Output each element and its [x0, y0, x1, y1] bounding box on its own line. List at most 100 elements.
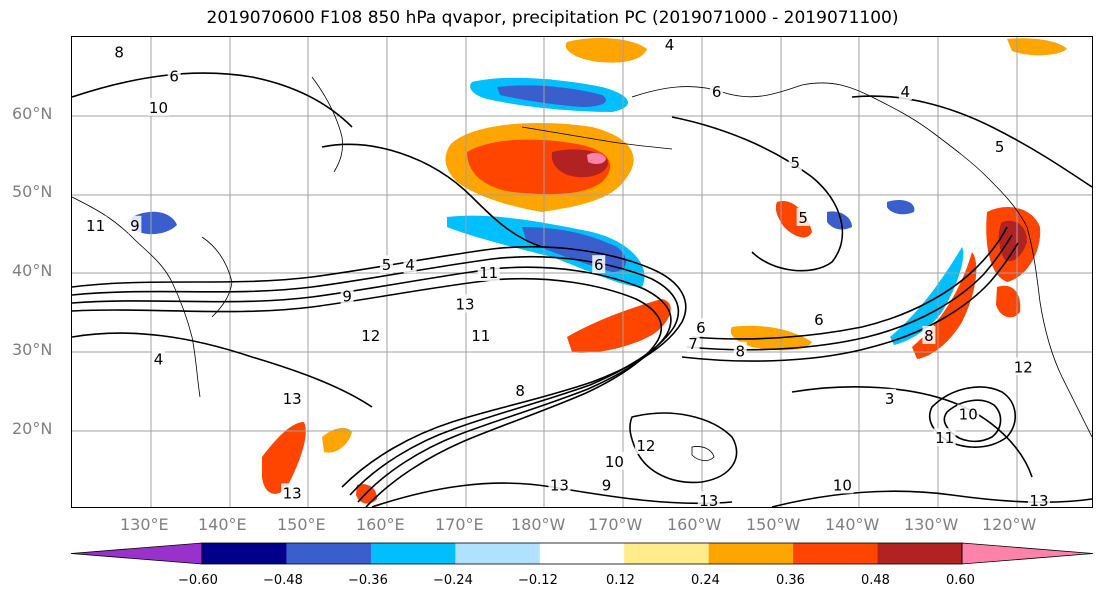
lon-label-170w: 170°W [588, 515, 643, 534]
contour-label-bg [600, 475, 614, 494]
contour-label: 4 [665, 37, 675, 54]
contour-label-bg [993, 137, 1007, 156]
contour-label-bg [788, 152, 802, 171]
contour-label: 13 [283, 484, 302, 502]
contour-label-bg [1012, 357, 1035, 376]
contour-label-bg [281, 483, 304, 502]
coastline-north-america [986, 176, 1092, 438]
contour-east-jet-3 [681, 242, 1019, 362]
contour-west-band [72, 332, 373, 408]
contour-label: 6 [814, 311, 824, 329]
contour-label-bg [957, 404, 980, 423]
anomaly-positive-mid-east [775, 201, 812, 238]
anomaly-negative-east-band [890, 247, 964, 345]
contour-label-bg [359, 325, 382, 344]
colorbar-segment [539, 543, 625, 564]
contour-label: 13 [456, 295, 475, 313]
contour-label: 4 [901, 83, 911, 101]
colorbar-label-neg060: −0.60 [178, 573, 218, 588]
coastline-aleutians [521, 126, 673, 150]
contour-label-bg [147, 97, 170, 116]
contour-label-bg [933, 428, 956, 447]
lat-label-30n: 30°N [12, 340, 53, 359]
contour-label: 5 [995, 138, 1005, 156]
colorbar-segment [202, 543, 287, 564]
contour-label-bg [454, 294, 477, 313]
contour-label-bg [898, 82, 912, 101]
contour-label: 6 [712, 83, 722, 101]
anomaly-negative-small-ne [887, 200, 915, 215]
contour-east-jet-1 [691, 226, 1008, 340]
anomaly-positive-top-right [1007, 38, 1067, 56]
contour-label-bg [883, 388, 897, 407]
colorbar [70, 542, 1094, 565]
contour-label-bg [831, 475, 854, 494]
contour-label: 10 [833, 476, 852, 494]
colorbar-label-neg048: −0.48 [263, 573, 303, 588]
contour-label-bg [84, 215, 107, 234]
contour-north-loop [321, 143, 543, 248]
contour-label: 10 [149, 99, 168, 117]
coastline-alaska [631, 82, 988, 178]
colorbar-segment [624, 543, 710, 564]
contour-label-bg [634, 436, 657, 455]
colorbar-segment [455, 543, 541, 564]
lat-label-50n: 50°N [12, 182, 53, 201]
anomaly-negative-mid-east [827, 211, 852, 230]
colorbar-label-pos036: 0.36 [776, 573, 805, 588]
contour-jet-1 [72, 245, 687, 488]
colorbar-extend-high [961, 542, 1094, 565]
contour-label: 11 [479, 264, 498, 282]
contour-label: 9 [130, 217, 140, 235]
lon-label-140w: 140°W [825, 515, 880, 534]
contour-label-bg [686, 333, 700, 352]
colorbar-outline [201, 542, 963, 565]
lon-label-150w: 150°W [746, 515, 801, 534]
contour-label-bg [281, 388, 304, 407]
colorbar-segment [370, 543, 456, 564]
contour-label: 6 [696, 319, 706, 337]
contour-northeast-loop [671, 116, 844, 272]
anomaly-positive-coast-south [996, 285, 1021, 318]
contour-label: 4 [405, 256, 415, 274]
contour-southwest-loop [629, 412, 738, 484]
lon-label-130e: 130°E [120, 515, 169, 534]
anomaly-positive-west-subtropical-outer [322, 427, 352, 453]
contour-label: 11 [471, 327, 490, 345]
map-panel: 8 6 10 11 9 5 4 9 11 13 12 11 4 13 8 6 6 6 7 8 4 6 5 5 4 5 12 10 9 13… [71, 36, 1093, 508]
contour-label-bg [167, 66, 181, 85]
colorbar-label-neg024: −0.24 [433, 573, 473, 588]
map-title: 2019070600 F108 850 hPa qvapor, precipit… [206, 8, 899, 28]
lon-label-150e: 150°E [277, 515, 326, 534]
contour-label: 8 [114, 44, 124, 62]
contour-label-bg [513, 381, 527, 399]
contour-east-north [851, 95, 1092, 188]
contour-label-bg [662, 37, 676, 53]
contour-label-bg [592, 255, 606, 274]
colorbar-label-pos012: 0.12 [606, 573, 635, 588]
contour-label: 9 [342, 288, 352, 306]
coastline-kamchatka [311, 76, 343, 173]
contour-label: 13 [699, 492, 718, 508]
contour-label: 9 [602, 476, 612, 494]
contours [72, 72, 1092, 507]
lon-label-130w: 130°W [904, 515, 959, 534]
lon-label-160w: 160°W [667, 515, 722, 534]
contour-label: 8 [735, 343, 745, 361]
lat-label-60n: 60°N [12, 104, 53, 123]
contour-label: 13 [283, 390, 302, 408]
contour-label: 5 [798, 209, 808, 227]
coastline-japan [201, 236, 233, 318]
anomaly-negative-west-coast [132, 211, 177, 235]
contour-label-bg [733, 341, 747, 360]
colorbar-label-neg036: −0.36 [348, 573, 388, 588]
lon-label-160e: 160°E [356, 515, 405, 534]
contour-label: 5 [790, 154, 800, 172]
lon-label-180w: 180°W [511, 515, 566, 534]
colorbar-segment [877, 543, 963, 564]
lat-label-40n: 40°N [12, 261, 53, 280]
colorbar-segment [286, 543, 372, 564]
contour-label-bg [469, 325, 492, 344]
contour-label-bg [548, 475, 571, 494]
contour-jet-4 [72, 277, 663, 507]
